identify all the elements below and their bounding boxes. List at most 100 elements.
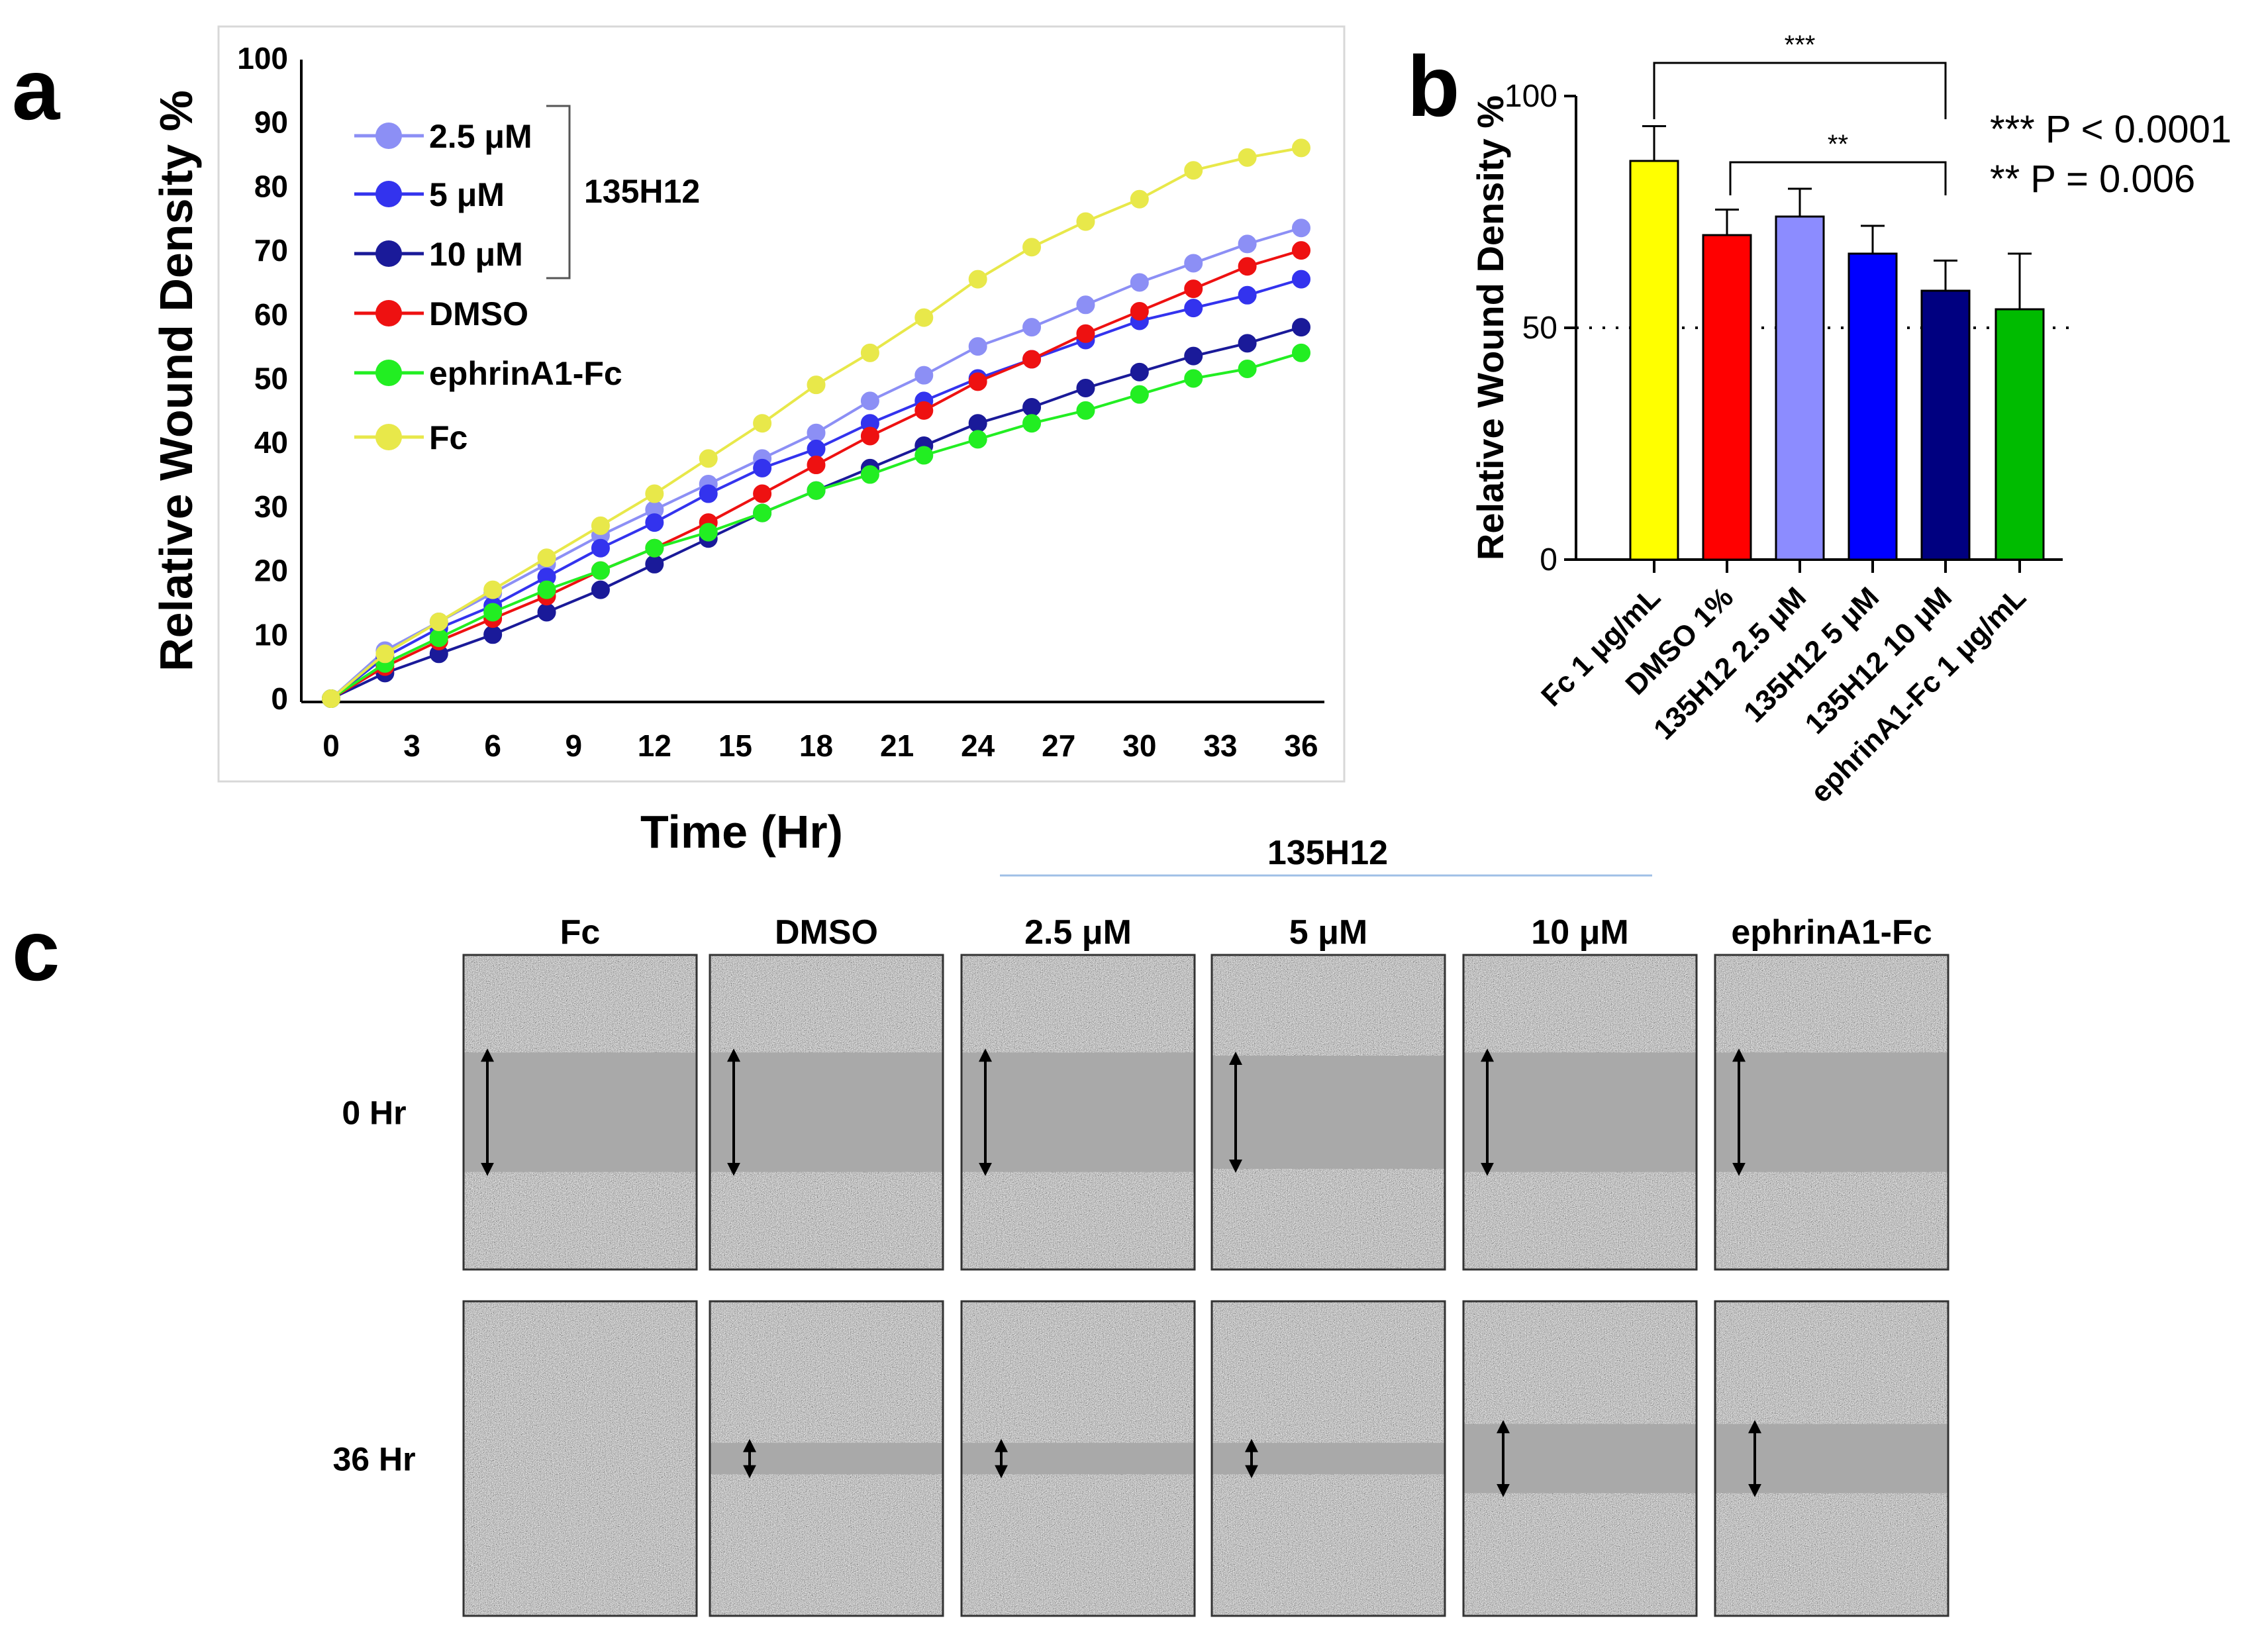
p-value-1: *** P < 0.0001 (1990, 108, 2232, 151)
data-point (753, 458, 772, 477)
data-point (807, 439, 826, 458)
data-point (968, 414, 987, 433)
data-point (1184, 299, 1203, 318)
column-header: ephrinA1-Fc (1731, 913, 1932, 952)
data-point (591, 538, 610, 558)
tile-border (1714, 1300, 1949, 1617)
data-point (1130, 301, 1149, 321)
wound-gap (1463, 1424, 1697, 1493)
data-point (1130, 385, 1149, 404)
panel-label-a: a (12, 41, 61, 138)
x-tick-label: 6 (484, 728, 501, 763)
x-tick-label: 24 (961, 728, 995, 763)
data-point (914, 308, 934, 327)
series-group (322, 138, 1310, 708)
micrograph-tile (1210, 1300, 1446, 1617)
data-point (1076, 379, 1095, 398)
data-point (645, 513, 664, 532)
data-point (1292, 343, 1310, 362)
b-y-axis-title: Relative Wound Density % (1469, 95, 1511, 560)
data-point (1022, 238, 1042, 257)
data-point (1076, 295, 1095, 315)
legend-label: DMSO (429, 295, 528, 332)
data-point (753, 484, 772, 503)
significance-label: ** (1828, 130, 1848, 159)
c-grid: Fc DMSO 2.5 μM 5 μM 10 μM ephrinA1-Fc 0 Hr 36 H… (332, 913, 1949, 1617)
data-point (429, 612, 448, 631)
b-y-tick-label: 100 (1504, 79, 1557, 114)
data-point (645, 538, 664, 558)
y-tick-label: 90 (254, 105, 288, 140)
data-point (699, 449, 718, 468)
b-y-tick-label: 50 (1522, 311, 1557, 346)
tile-border (709, 1300, 944, 1617)
tile-border (1462, 1300, 1698, 1617)
legend-item: ephrinA1-Fc (354, 355, 622, 392)
micrograph-tile (1714, 1300, 1949, 1617)
x-tick-label: 0 (322, 728, 340, 763)
legend-marker (375, 123, 402, 149)
b-y-tick-label: 0 (1540, 542, 1557, 577)
b-bars (1629, 125, 2045, 573)
x-axis-title: Time (Hr) (640, 806, 843, 858)
tile-border (1462, 954, 1698, 1271)
tile-border (462, 954, 698, 1271)
micrograph-tile (1462, 1300, 1698, 1617)
data-point (860, 391, 879, 411)
y-tick-label: 10 (254, 617, 288, 652)
tile-border (1210, 954, 1446, 1271)
legend-item: 10 μM (354, 236, 523, 273)
micrograph-tile (462, 1300, 698, 1617)
data-point (753, 414, 772, 433)
data-point (1022, 350, 1042, 369)
column-header: DMSO (775, 913, 878, 952)
wound-gap (961, 1052, 1195, 1172)
bar (1629, 160, 1679, 561)
data-point (1238, 148, 1257, 167)
data-point (807, 423, 826, 442)
b-y-ticks: 0 50 100 (1504, 79, 1576, 577)
data-point (1238, 334, 1257, 353)
data-point (645, 554, 664, 573)
significance-bracket (1653, 62, 1947, 119)
legend-label: ephrinA1-Fc (429, 355, 622, 392)
legend-marker (375, 424, 402, 450)
b-significance: ***** (1653, 30, 1947, 195)
data-point (1292, 219, 1310, 238)
row-label: 0 Hr (342, 1095, 406, 1132)
data-point (1184, 279, 1203, 299)
y-tick-label: 80 (254, 169, 288, 203)
x-tick-label: 30 (1122, 728, 1156, 763)
data-point (591, 516, 610, 535)
data-point (1238, 234, 1257, 254)
y-tick-label: 0 (271, 681, 288, 716)
bar (1920, 289, 1971, 561)
x-tick-label: 33 (1203, 728, 1237, 763)
row-label: 36 Hr (332, 1441, 415, 1478)
data-point (1184, 369, 1203, 388)
legend-marker (375, 181, 402, 207)
series-fc (322, 138, 1310, 708)
cell-texture (464, 1301, 697, 1616)
legend-marker (375, 300, 402, 326)
data-point (1076, 324, 1095, 343)
data-point (914, 366, 934, 385)
data-point (483, 603, 503, 622)
tile-border (709, 954, 944, 1271)
legend-group-label: 135H12 (584, 173, 700, 210)
data-point (914, 446, 934, 465)
data-point (591, 580, 610, 599)
significance-bracket (1729, 161, 1947, 195)
data-point (914, 401, 934, 420)
x-tick-label: 9 (565, 728, 582, 763)
wound-gap (1463, 1052, 1697, 1172)
data-point (1184, 161, 1203, 180)
bar (1848, 252, 1898, 561)
data-point (968, 270, 987, 289)
legend-item: DMSO (354, 295, 528, 332)
y-axis-title: Relative Wound Density % (150, 90, 202, 672)
tile-border (960, 1300, 1196, 1617)
